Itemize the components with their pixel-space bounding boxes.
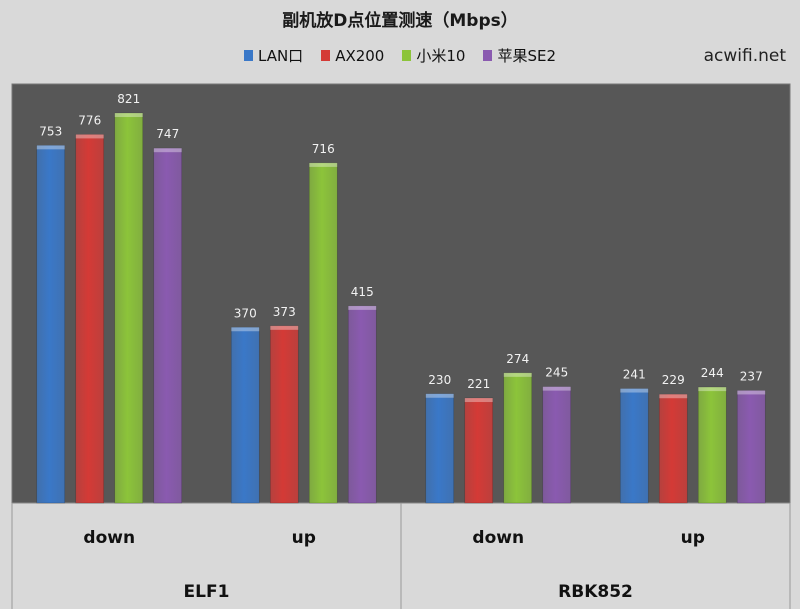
- bar-cap: [698, 387, 727, 392]
- legend-item: 小米10: [402, 45, 465, 66]
- bar-cap: [153, 148, 182, 153]
- bar: [153, 147, 183, 504]
- bar: [697, 386, 727, 504]
- bar-cap: [75, 134, 104, 139]
- legend-swatch: [321, 50, 331, 61]
- bar-cap: [348, 305, 377, 310]
- bar: [736, 390, 766, 504]
- legend-label: LAN口: [258, 47, 304, 65]
- category-label: down: [83, 528, 135, 548]
- bar: [347, 305, 377, 504]
- data-label: 241: [623, 368, 646, 382]
- bar: [658, 393, 688, 504]
- bar: [308, 162, 338, 504]
- data-label: 274: [506, 352, 529, 366]
- bar: [542, 386, 572, 504]
- legend-swatch: [244, 50, 253, 61]
- data-label: 747: [156, 127, 179, 141]
- legend-label: AX200: [335, 46, 385, 65]
- legend-swatch: [402, 50, 412, 61]
- bar-cap: [231, 327, 260, 332]
- bar-cap: [620, 388, 649, 393]
- bar-cap: [542, 386, 571, 391]
- bar: [269, 325, 299, 504]
- group-label: ELF1: [184, 582, 230, 602]
- bar: [230, 326, 260, 504]
- category-label: up: [681, 528, 705, 548]
- data-label: 244: [701, 366, 724, 380]
- data-label: 716: [312, 142, 335, 156]
- legend: LAN口 AX200 小米10 苹果SE2: [0, 45, 800, 66]
- bar-cap: [36, 145, 65, 150]
- data-label: 821: [117, 92, 140, 106]
- bar: [464, 397, 494, 504]
- bar: [36, 145, 66, 504]
- bar-cap: [464, 398, 493, 403]
- chart-title: 副机放D点位置测速（Mbps）: [282, 11, 518, 31]
- legend-swatch: [483, 50, 493, 61]
- bar-cap: [503, 372, 532, 377]
- bar: [503, 372, 533, 504]
- bar-cap: [114, 113, 143, 118]
- bar-cap: [270, 325, 299, 330]
- data-label: 229: [662, 373, 685, 387]
- bar-cap: [737, 390, 766, 395]
- data-label: 245: [545, 366, 568, 380]
- data-label: 753: [39, 124, 62, 138]
- legend-label: 小米10: [416, 47, 466, 65]
- data-label: 237: [740, 369, 763, 383]
- data-label: 373: [273, 305, 296, 319]
- data-label: 415: [351, 285, 374, 299]
- legend-item: AX200: [321, 45, 384, 66]
- data-label: 221: [467, 377, 490, 391]
- legend-item: 苹果SE2: [483, 45, 556, 66]
- data-label: 370: [234, 306, 257, 320]
- bar: [75, 134, 105, 504]
- bar-cap: [425, 393, 454, 398]
- bar: [114, 112, 144, 504]
- data-label: 776: [78, 113, 101, 127]
- legend-label: 苹果SE2: [497, 47, 556, 65]
- bar-cap: [309, 162, 338, 167]
- group-label: RBK852: [558, 582, 633, 602]
- watermark: acwifi.net: [703, 46, 786, 66]
- bar: [619, 388, 649, 504]
- data-label: 230: [428, 373, 451, 387]
- category-label: down: [472, 528, 524, 548]
- bar: [425, 393, 455, 504]
- legend-item: LAN口: [244, 45, 303, 66]
- bar-cap: [659, 394, 688, 399]
- category-label: up: [292, 528, 316, 548]
